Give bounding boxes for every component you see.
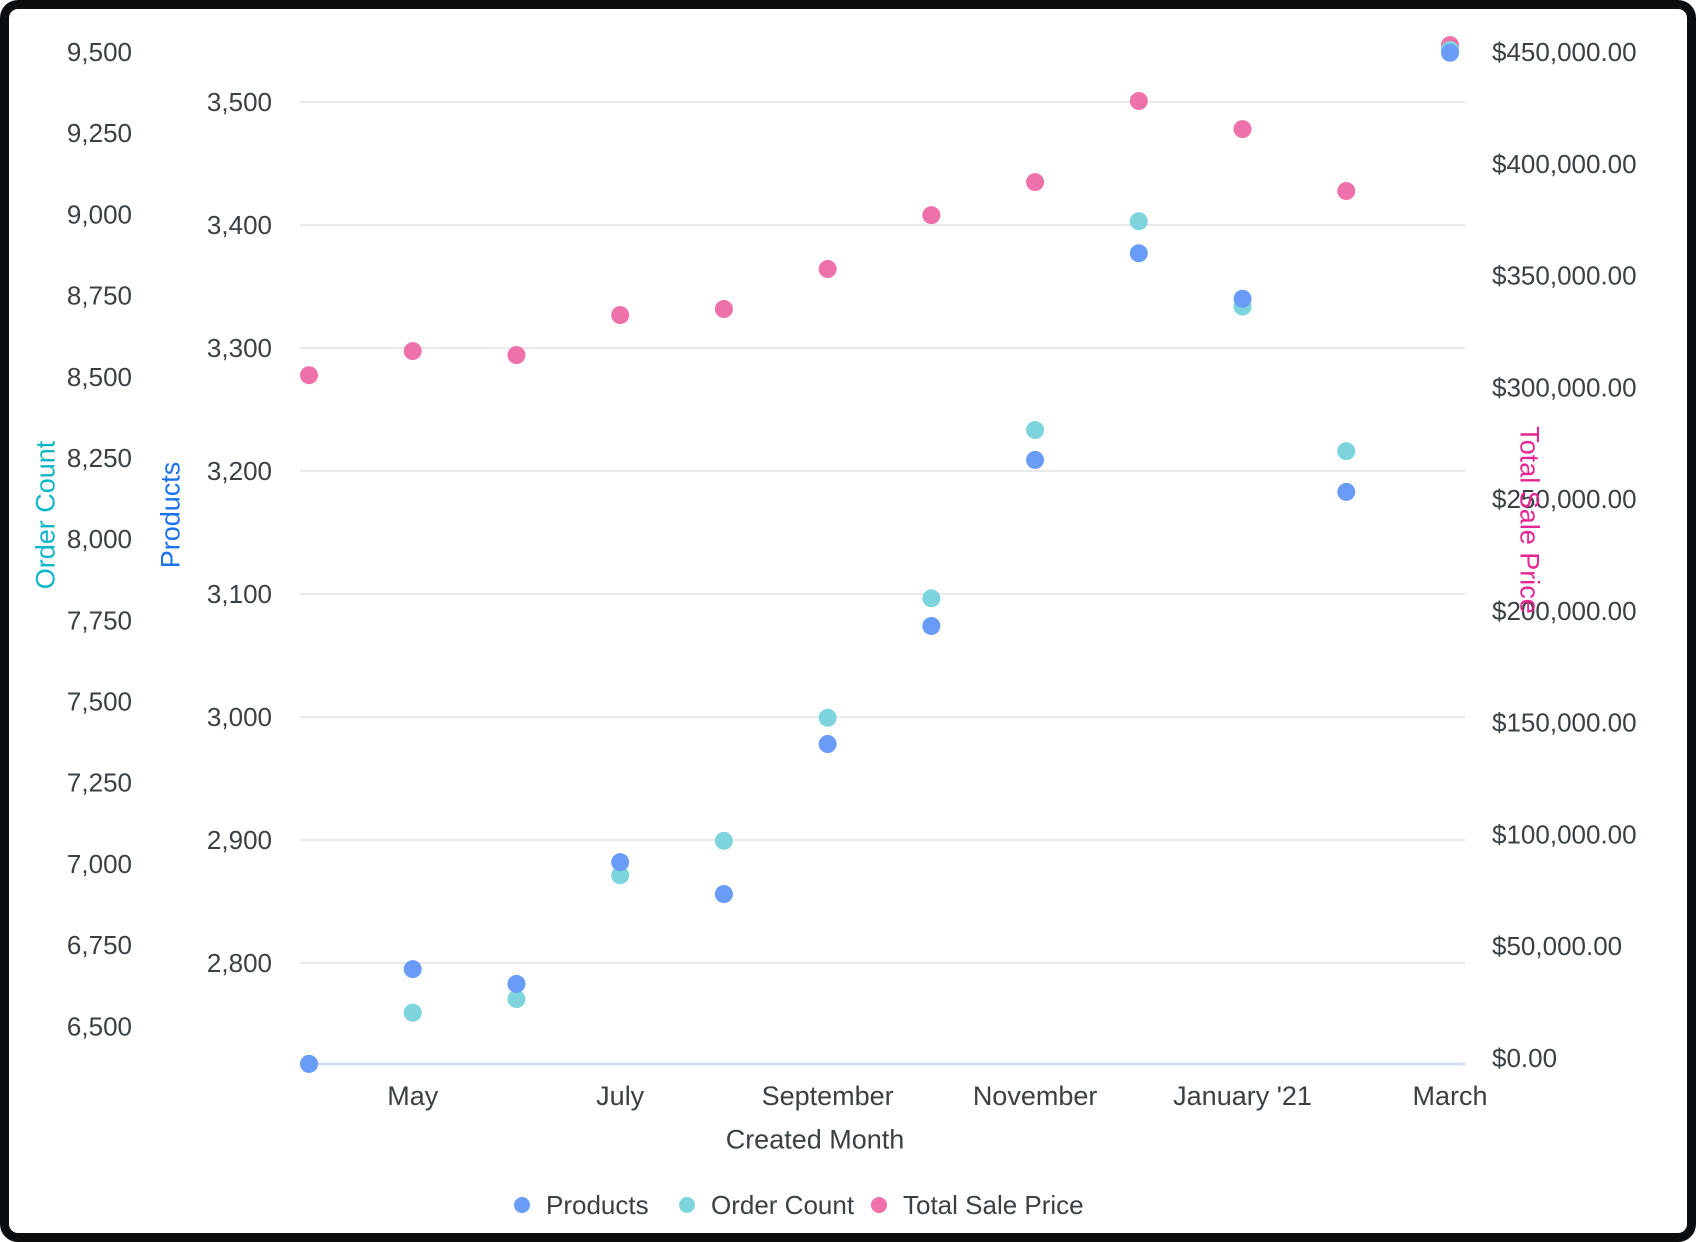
price-tick-label: $50,000.00 — [1492, 931, 1622, 961]
order-count-tick-label: 7,250 — [67, 768, 132, 798]
point-total-sale-price-october[interactable] — [922, 206, 941, 225]
point-total-sale-price-january-21[interactable] — [1233, 120, 1252, 139]
point-products-september[interactable] — [818, 735, 837, 754]
legend-item-order-count[interactable]: Order Count — [679, 1189, 854, 1221]
legend-label-products: Products — [546, 1189, 649, 1220]
point-products-november[interactable] — [1026, 450, 1045, 469]
point-products-july[interactable] — [611, 853, 630, 872]
order-count-tick-label: 6,750 — [67, 930, 132, 960]
point-total-sale-price-december[interactable] — [1129, 91, 1148, 110]
y-axis-title-products: Products — [155, 461, 186, 569]
point-products-august[interactable] — [714, 885, 733, 904]
point-total-sale-price-february[interactable] — [1337, 182, 1356, 201]
point-order-count-november[interactable] — [1026, 421, 1045, 440]
point-products-december[interactable] — [1129, 244, 1148, 263]
price-tick-label: $400,000.00 — [1492, 149, 1637, 179]
point-total-sale-price-november[interactable] — [1026, 173, 1045, 192]
point-total-sale-price-september[interactable] — [818, 260, 837, 279]
y-axis-title-total-sale-price: Total Sale Price — [1514, 426, 1545, 614]
legend-item-total-sale-price[interactable]: Total Sale Price — [871, 1189, 1084, 1221]
point-order-count-september[interactable] — [818, 708, 837, 727]
point-order-count-december[interactable] — [1129, 212, 1148, 231]
price-tick-label: $0.00 — [1492, 1043, 1557, 1073]
order-count-tick-label: 8,250 — [67, 443, 132, 473]
x-tick-label-may: May — [387, 1081, 439, 1111]
legend-dot-products — [514, 1197, 530, 1213]
x-tick-label-january-21: January '21 — [1173, 1081, 1312, 1111]
products-tick-label: 3,000 — [207, 702, 272, 732]
x-tick-label-september: September — [762, 1081, 894, 1111]
order-count-tick-label: 8,000 — [67, 524, 132, 554]
price-tick-label: $200,000.00 — [1492, 596, 1637, 626]
order-count-tick-label: 7,500 — [67, 687, 132, 717]
point-order-count-may[interactable] — [403, 1003, 422, 1022]
point-products-february[interactable] — [1337, 482, 1356, 501]
legend-dot-order-count — [679, 1197, 695, 1213]
order-count-tick-label: 6,500 — [67, 1011, 132, 1041]
point-products-april[interactable] — [300, 1054, 318, 1073]
x-axis-title: Created Month — [725, 1124, 905, 1155]
point-total-sale-price-april[interactable] — [300, 366, 318, 385]
point-products-june[interactable] — [507, 974, 526, 993]
order-count-tick-label: 7,000 — [67, 849, 132, 879]
products-tick-label: 3,500 — [207, 87, 272, 117]
price-tick-label: $250,000.00 — [1492, 484, 1637, 514]
y-axis-title-order-count: Order Count — [30, 440, 61, 590]
price-tick-label: $150,000.00 — [1492, 708, 1637, 738]
point-order-count-october[interactable] — [922, 589, 941, 608]
order-count-tick-label: 9,000 — [67, 199, 132, 229]
point-order-count-july[interactable] — [611, 866, 630, 885]
products-tick-label: 3,300 — [207, 333, 272, 363]
price-tick-label: $100,000.00 — [1492, 819, 1637, 849]
price-tick-label: $350,000.00 — [1492, 261, 1637, 291]
order-count-tick-label: 7,750 — [67, 605, 132, 635]
legend-dot-total-sale-price — [871, 1197, 887, 1213]
point-products-may[interactable] — [403, 960, 422, 979]
point-total-sale-price-may[interactable] — [403, 342, 422, 361]
products-tick-label: 3,400 — [207, 210, 272, 240]
point-total-sale-price-july[interactable] — [611, 306, 630, 325]
order-count-tick-label: 8,500 — [67, 362, 132, 392]
point-total-sale-price-june[interactable] — [507, 346, 526, 365]
x-tick-label-july: July — [596, 1081, 645, 1111]
products-tick-label: 2,900 — [207, 825, 272, 855]
legend-label-total-sale-price: Total Sale Price — [903, 1189, 1084, 1220]
products-tick-label: 3,100 — [207, 579, 272, 609]
order-count-tick-label: 9,250 — [67, 118, 132, 148]
products-tick-label: 2,800 — [207, 948, 272, 978]
point-order-count-june[interactable] — [507, 990, 526, 1009]
order-count-tick-label: 9,500 — [67, 37, 132, 67]
x-tick-label-march: March — [1412, 1081, 1487, 1111]
point-order-count-august[interactable] — [714, 831, 733, 850]
products-tick-label: 3,200 — [207, 456, 272, 486]
price-tick-label: $300,000.00 — [1492, 372, 1637, 402]
point-products-october[interactable] — [922, 616, 941, 635]
order-count-tick-label: 8,750 — [67, 281, 132, 311]
point-total-sale-price-august[interactable] — [714, 300, 733, 319]
point-order-count-february[interactable] — [1337, 442, 1356, 461]
x-tick-label-november: November — [973, 1081, 1098, 1111]
legend-item-products[interactable]: Products — [514, 1189, 649, 1221]
point-products-january-21[interactable] — [1233, 289, 1252, 308]
legend-label-order-count: Order Count — [711, 1189, 855, 1220]
price-tick-label: $450,000.00 — [1492, 37, 1637, 67]
point-products-march[interactable] — [1440, 43, 1459, 62]
